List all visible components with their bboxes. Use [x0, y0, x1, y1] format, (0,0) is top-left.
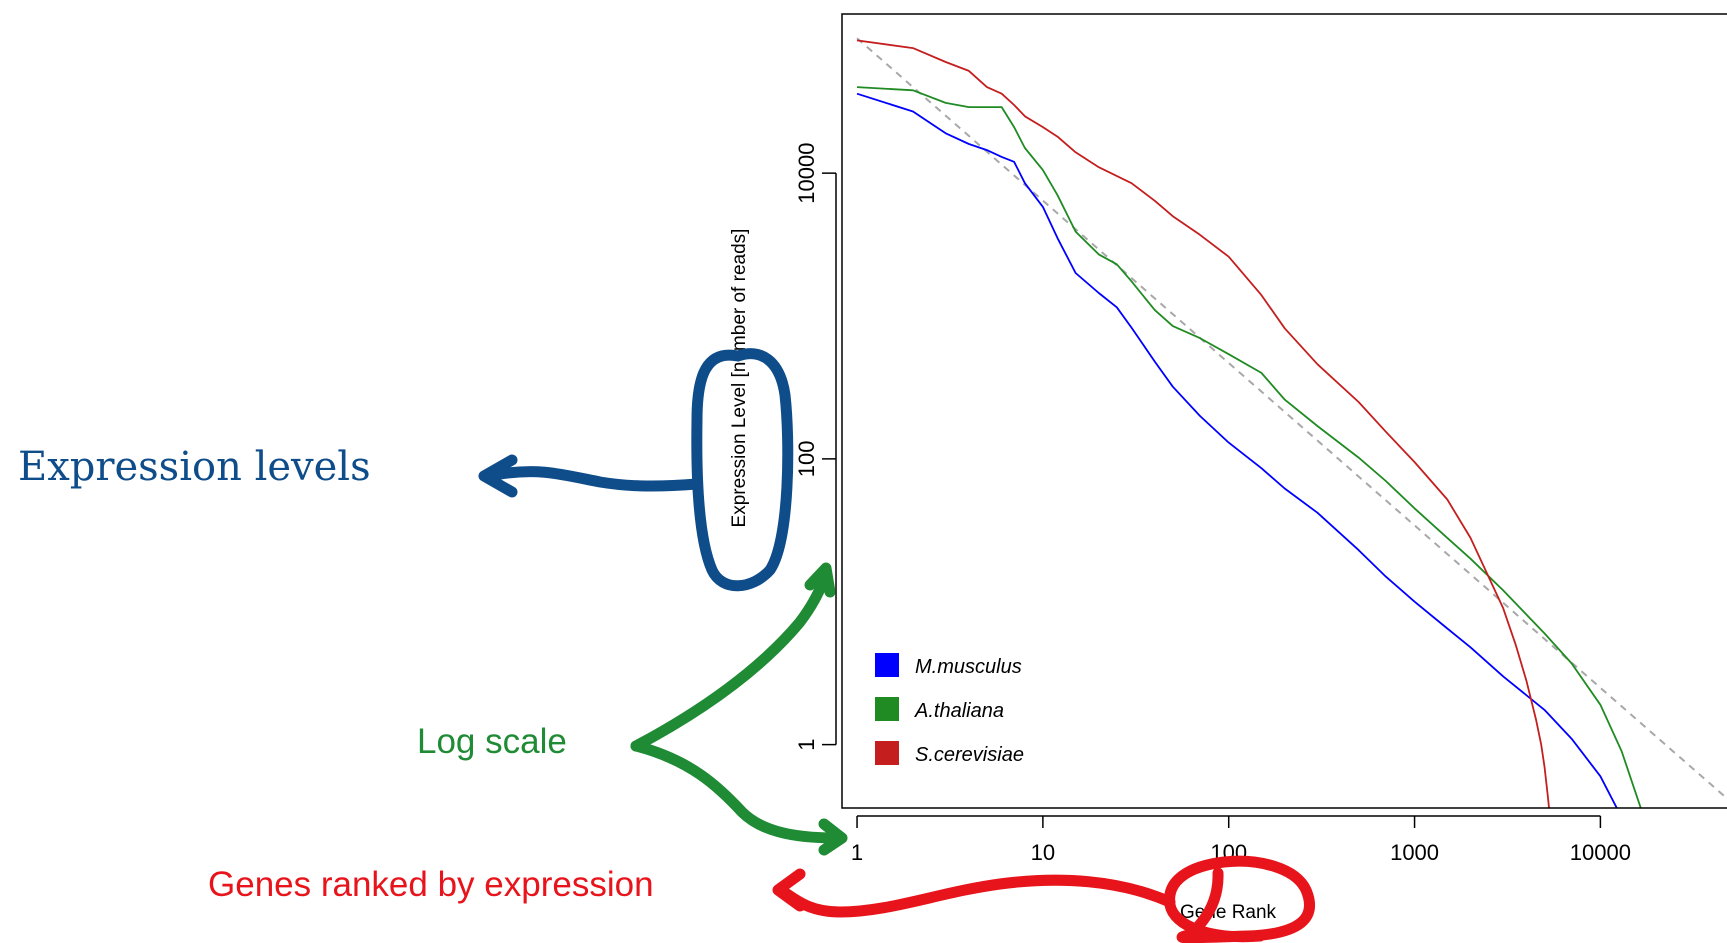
blue-circle-mark: [691, 348, 794, 592]
legend-swatch: [875, 653, 899, 677]
x-tick-label: 1000: [1390, 840, 1439, 865]
series-line-scerevisiae: [856, 39, 1550, 808]
red-arrow-shaft: [778, 874, 1176, 918]
blue-arrow-shaft: [494, 466, 703, 492]
y-tick-label: 1: [794, 738, 819, 750]
series-line-mmusculus: [856, 92, 1618, 808]
green-arrow-down-head-icon: [818, 818, 848, 856]
legend-swatch: [875, 741, 899, 765]
green-arrow-down-shaft: [630, 740, 842, 844]
legend-label: M.musculus: [915, 656, 1022, 678]
y-tick-label: 10000: [794, 143, 819, 204]
reference-line: [856, 37, 1727, 800]
annotation-expression-levels: Expression levels: [18, 444, 371, 490]
legend-label: A.thaliana: [914, 700, 1004, 722]
legend-label: S.cerevisiae: [915, 744, 1024, 766]
blue-arrow-head-icon: [478, 454, 518, 498]
hand-drawn-annotations: [478, 348, 1316, 943]
x-tick-label: 10: [1031, 840, 1055, 865]
plot-frame: [841, 13, 1727, 809]
x-tick-label: 10000: [1570, 840, 1631, 865]
plot-layer: [856, 37, 1727, 808]
series-line-athaliana: [856, 86, 1642, 808]
legend-swatch: [875, 697, 899, 721]
legend: M.musculus A.thaliana S.cerevisiae: [875, 653, 1024, 766]
annotation-genes-ranked: Genes ranked by expression: [208, 865, 654, 904]
y-axis-label: Expression Level [number of reads]: [729, 229, 750, 528]
red-circle-mark: [1164, 855, 1316, 943]
green-arrow-up-head-icon: [804, 562, 836, 598]
x-axis-label: Gene Rank: [1180, 902, 1277, 923]
annotation-log-scale: Log scale: [417, 722, 567, 761]
x-tick-label: 1: [851, 840, 863, 865]
y-tick-label: 100: [794, 441, 819, 478]
red-arrow-head-icon: [772, 868, 806, 912]
green-arrow-up-shaft: [630, 574, 830, 752]
